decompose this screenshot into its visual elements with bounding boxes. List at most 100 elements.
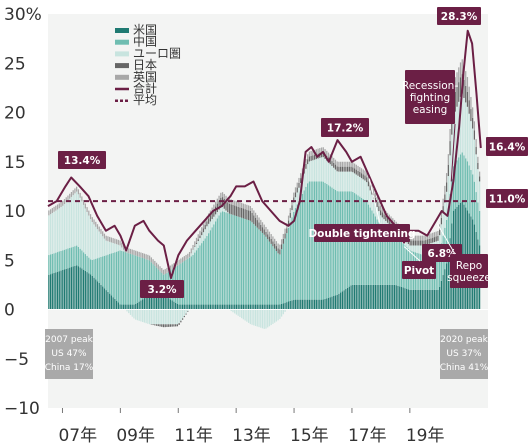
bar-segment-米国-137: [286, 302, 288, 310]
bar-segment-ユーロ圏-150: [308, 161, 311, 182]
bar-segment-ユーロ圏-57: [147, 309, 149, 324]
bar-segment-中国-96: [214, 221, 217, 305]
bar-segment-米国-53: [140, 300, 142, 310]
bar-segment-英国-134: [280, 239, 283, 245]
bar-segment-英国-184: [367, 176, 370, 182]
bar-segment-日本-71: [171, 324, 173, 327]
bar-segment-中国-109: [237, 216, 239, 305]
bar-segment-英国-54: [142, 253, 144, 258]
bar-segment-ユーロ圏-74: [176, 309, 179, 325]
bar-segment-米国-41: [119, 304, 121, 310]
bar-segment-中国-3: [53, 253, 55, 273]
bar-segment-ユーロ圏-133: [279, 309, 281, 319]
bar-segment-英国-98: [218, 195, 220, 201]
bar-segment-日本-89: [202, 228, 205, 233]
bar-segment-ユーロ圏-75: [178, 309, 180, 324]
bar-segment-英国-53: [140, 252, 142, 258]
bar-segment-米国-180: [360, 284, 363, 310]
bar-segment-米国-77: [181, 304, 184, 310]
bar-segment-英国-36: [110, 237, 113, 243]
bar-segment-日本-128: [270, 238, 272, 244]
bar-segment-ユーロ圏-35: [109, 241, 111, 255]
bar-segment-日本-230: [447, 164, 449, 177]
bar-segment-英国-244: [472, 107, 474, 118]
bar-segment-ユーロ圏-227: [442, 213, 444, 236]
bar-segment-米国-223: [435, 289, 437, 310]
bar-segment-米国-100: [221, 304, 224, 310]
bar-segment-ユーロ圏-49: [133, 309, 135, 319]
bar-segment-日本-115: [247, 210, 250, 221]
bar-segment-中国-235: [456, 160, 458, 207]
bar-segment-中国-196: [388, 231, 390, 285]
bar-segment-米国-92: [208, 304, 210, 310]
bar-segment-米国-114: [246, 304, 248, 310]
peak-note-line: US 37%: [446, 349, 482, 359]
bar-segment-日本-130: [274, 243, 276, 249]
bar-segment-英国-100: [221, 192, 224, 198]
bar-segment-日本-211: [414, 240, 416, 246]
bar-segment-ユーロ圏-115: [247, 309, 250, 323]
bar-segment-英国-94: [211, 207, 213, 213]
callout-box: [405, 70, 455, 124]
bar-segment-米国-152: [312, 299, 314, 310]
bar-segment-米国-28: [96, 281, 99, 310]
bar-segment-英国-81: [188, 251, 191, 257]
bar-segment-米国-48: [131, 304, 133, 310]
bar-segment-英国-190: [378, 201, 380, 207]
bar-segment-米国-2: [51, 273, 53, 310]
bar-segment-英国-61: [154, 260, 156, 266]
bar-segment-日本-62: [155, 324, 158, 326]
bar-segment-ユーロ圏-24: [89, 219, 92, 260]
bar-segment-日本-77: [181, 318, 184, 320]
bar-segment-米国-78: [183, 304, 185, 310]
bar-segment-中国-189: [376, 219, 378, 285]
bar-segment-日本-216: [423, 240, 425, 246]
total-line-group: [47, 29, 482, 279]
bar-segment-日本-209: [411, 240, 413, 246]
bar-segment-ユーロ圏-84: [194, 246, 196, 253]
legend-label: 平均: [133, 93, 157, 107]
bar-segment-ユーロ圏-185: [369, 190, 371, 208]
bar-segment-英国-9: [63, 199, 66, 205]
bar-segment-米国-229: [445, 263, 448, 310]
bar-segment-日本-226: [440, 217, 443, 225]
bar-segment-中国-83: [192, 254, 194, 305]
bar-segment-米国-23: [88, 273, 90, 310]
bar-segment-英国-112: [242, 203, 245, 209]
bar-segment-英国-20: [82, 199, 85, 205]
peak-note-line: US 47%: [51, 349, 87, 359]
bar-segment-日本-184: [367, 181, 370, 187]
bar-segment-日本-64: [159, 324, 161, 327]
bar-segment-ユーロ圏-155: [317, 158, 319, 182]
bar-segment-米国-164: [333, 296, 335, 310]
bar-segment-日本-145: [300, 178, 302, 184]
bar-segment-中国-31: [102, 256, 104, 287]
bar-segment-ユーロ圏-240: [465, 102, 467, 159]
bar-segment-米国-43: [122, 304, 125, 310]
bar-segment-英国-99: [220, 192, 222, 198]
y-tick-label: 10: [4, 202, 26, 222]
bar-segment-米国-25: [91, 275, 93, 310]
bar-segment-米国-131: [275, 304, 278, 310]
bar-segment-日本-112: [242, 208, 245, 219]
bar-segment-日本-183: [366, 177, 368, 183]
bar-segment-英国-3: [53, 206, 55, 212]
bar-segment-ユーロ圏-101: [223, 208, 225, 212]
bar-segment-日本-120: [256, 220, 258, 228]
bar-segment-日本-143: [296, 187, 298, 193]
bar-segment-日本-217: [425, 240, 427, 245]
bar-segment-中国-129: [272, 246, 274, 305]
bar-segment-ユーロ圏-239: [463, 97, 465, 156]
bar-segment-米国-153: [313, 299, 316, 310]
bar-segment-英国-127: [268, 231, 271, 237]
bar-segment-中国-115: [247, 220, 250, 305]
bar-segment-ユーロ圏-188: [374, 202, 377, 217]
bar-segment-英国-191: [379, 205, 382, 211]
legend-label: 米国: [133, 23, 157, 37]
bar-segment-ユーロ圏-157: [320, 157, 323, 182]
bar-segment-ユーロ圏-144: [298, 187, 300, 201]
bar-segment-英国-30: [100, 228, 102, 234]
peak-note-box: [440, 329, 488, 379]
y-tick-label: 30%: [4, 5, 42, 25]
bar-segment-米国-128: [270, 304, 272, 310]
